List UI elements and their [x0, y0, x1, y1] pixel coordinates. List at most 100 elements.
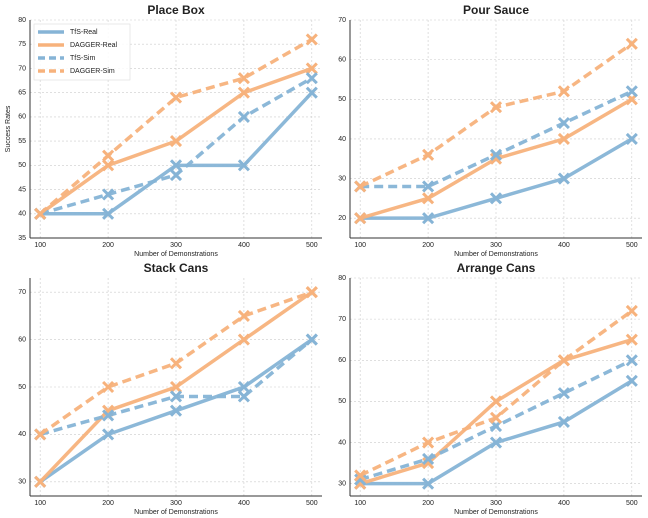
- x-tick-label: 400: [238, 242, 250, 249]
- x-tick-label: 400: [558, 242, 570, 249]
- marker: [354, 180, 367, 193]
- x-axis-label: Number of Demonstrations: [134, 251, 218, 258]
- y-tick-label: 40: [338, 136, 346, 143]
- y-tick-label: 55: [18, 138, 26, 145]
- x-tick-label: 300: [170, 242, 182, 249]
- marker: [237, 86, 250, 99]
- x-tick-label: 200: [102, 242, 114, 249]
- marker: [557, 85, 570, 98]
- marker: [305, 72, 318, 85]
- y-tick-label: 45: [18, 186, 26, 193]
- marker: [102, 409, 115, 422]
- y-tick-label: 30: [18, 479, 26, 486]
- y-tick-label: 35: [18, 235, 26, 242]
- x-tick-label: 100: [34, 242, 46, 249]
- marker: [169, 135, 183, 148]
- marker: [169, 380, 183, 394]
- marker: [489, 101, 503, 114]
- x-tick-label: 300: [490, 500, 502, 507]
- x-tick-label: 500: [306, 500, 318, 507]
- marker: [169, 390, 183, 403]
- marker: [237, 380, 250, 394]
- x-tick-label: 200: [422, 500, 434, 507]
- marker: [625, 374, 638, 387]
- marker: [34, 428, 47, 441]
- marker: [489, 436, 503, 449]
- x-tick-label: 100: [354, 242, 366, 249]
- marker: [354, 473, 367, 486]
- marker: [625, 37, 638, 50]
- marker: [489, 152, 503, 165]
- y-tick-label: 50: [18, 162, 26, 169]
- marker: [34, 207, 47, 220]
- marker: [237, 110, 250, 123]
- marker: [557, 172, 570, 185]
- x-tick-label: 400: [238, 500, 250, 507]
- marker: [422, 148, 435, 161]
- marker: [489, 148, 503, 161]
- marker: [354, 469, 367, 482]
- marker: [422, 192, 435, 205]
- chart-title: Arrange Cans: [457, 261, 536, 275]
- marker: [422, 436, 435, 449]
- marker: [102, 428, 115, 441]
- x-tick-label: 500: [626, 242, 638, 249]
- marker: [237, 309, 250, 322]
- marker: [237, 390, 250, 403]
- x-tick-label: 100: [354, 500, 366, 507]
- chart-title: Stack Cans: [144, 261, 209, 275]
- x-tick-label: 300: [490, 242, 502, 249]
- marker: [305, 86, 318, 99]
- y-tick-label: 40: [18, 211, 26, 218]
- y-tick-label: 80: [18, 17, 26, 24]
- y-tick-label: 50: [338, 96, 346, 103]
- y-tick-label: 70: [338, 316, 346, 323]
- marker: [237, 333, 250, 346]
- marker: [102, 159, 115, 172]
- marker: [305, 33, 318, 46]
- marker: [422, 457, 435, 470]
- marker: [169, 91, 183, 104]
- y-tick-label: 80: [338, 275, 346, 282]
- legend-label: DAGGER-Real: [70, 42, 118, 49]
- x-tick-label: 300: [170, 500, 182, 507]
- marker: [557, 387, 570, 400]
- marker: [102, 188, 115, 201]
- marker: [422, 212, 435, 225]
- legend-label: TfS-Real: [70, 29, 98, 36]
- y-tick-label: 30: [338, 481, 346, 488]
- chart-title: Place Box: [147, 3, 205, 17]
- marker: [102, 207, 115, 220]
- marker: [422, 452, 435, 466]
- x-tick-label: 500: [626, 500, 638, 507]
- marker: [169, 168, 183, 182]
- marker: [625, 85, 638, 98]
- marker: [625, 333, 638, 346]
- marker: [305, 62, 318, 75]
- marker: [557, 415, 570, 429]
- x-tick-label: 200: [102, 500, 114, 507]
- marker: [102, 380, 115, 394]
- legend-label: DAGGER-Sim: [70, 68, 115, 75]
- marker: [305, 333, 318, 346]
- marker: [169, 404, 183, 417]
- x-tick-label: 500: [306, 242, 318, 249]
- marker: [354, 212, 367, 225]
- legend-label: TfS-Sim: [70, 55, 95, 62]
- y-tick-label: 20: [338, 215, 346, 222]
- marker: [489, 411, 503, 424]
- series-line: [39, 37, 313, 216]
- y-tick-label: 40: [18, 431, 26, 438]
- marker: [557, 132, 570, 145]
- marker: [237, 72, 250, 85]
- marker: [305, 286, 318, 299]
- marker: [489, 395, 503, 408]
- y-tick-label: 70: [338, 17, 346, 24]
- y-axis-label: Success Rates: [5, 105, 12, 152]
- y-tick-label: 75: [18, 41, 26, 48]
- marker: [557, 116, 570, 130]
- marker: [625, 304, 638, 317]
- y-tick-label: 60: [338, 56, 346, 63]
